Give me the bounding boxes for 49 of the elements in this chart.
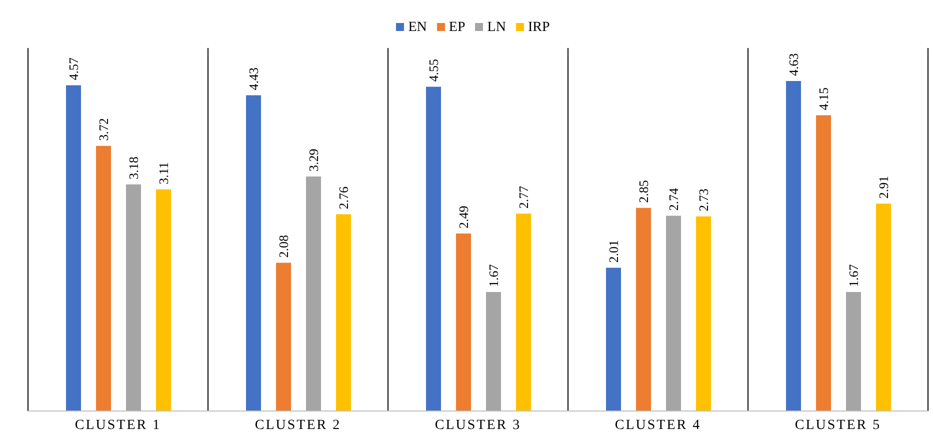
bar [126,184,141,411]
data-label: 2.08 [276,235,291,258]
data-label: 3.72 [96,118,111,141]
bar [156,189,171,411]
bar [786,81,801,411]
data-label: 4.55 [426,58,441,82]
bar [96,146,111,411]
bar [816,115,831,411]
bar [486,292,501,411]
data-label: 2.73 [696,188,711,212]
data-label: 2.85 [636,180,651,203]
data-label: 2.77 [516,185,531,209]
legend-label: EN [408,20,427,35]
x-tick-label: CLUSTER 1 [74,418,162,433]
data-label: 1.67 [486,264,501,287]
bar [636,208,651,411]
data-label: 3.18 [126,156,141,180]
bar [306,176,321,411]
bar [666,216,681,411]
legend-label: EP [448,20,466,35]
data-label: 2.76 [336,186,351,210]
bar [606,268,621,411]
data-label: 2.01 [606,240,621,263]
data-label: 4.63 [786,53,801,76]
data-label: 2.74 [666,187,681,211]
bar [246,95,261,411]
bar [696,216,711,411]
legend-label: LN [487,20,506,35]
x-tick-label: CLUSTER 5 [794,418,882,433]
legend-label: IRP [528,20,550,35]
data-label: 4.43 [246,68,261,90]
bar [336,214,351,411]
bar [846,292,861,411]
bar [456,234,471,411]
data-label: 3.11 [156,162,171,184]
data-label: 2.91 [876,176,891,199]
data-label: 3.29 [306,148,321,172]
bar [276,262,291,411]
data-label: 2.49 [456,206,471,229]
bar [66,85,81,411]
x-tick-label: CLUSTER 4 [614,418,702,433]
data-label: 4.57 [66,57,81,80]
data-label: 1.67 [846,264,861,287]
bar [516,214,531,411]
x-tick-label: CLUSTER 2 [254,418,342,433]
x-tick-label: CLUSTER 3 [434,418,522,433]
bar [876,204,891,411]
bar [426,86,441,411]
data-label: 4.15 [816,87,831,110]
